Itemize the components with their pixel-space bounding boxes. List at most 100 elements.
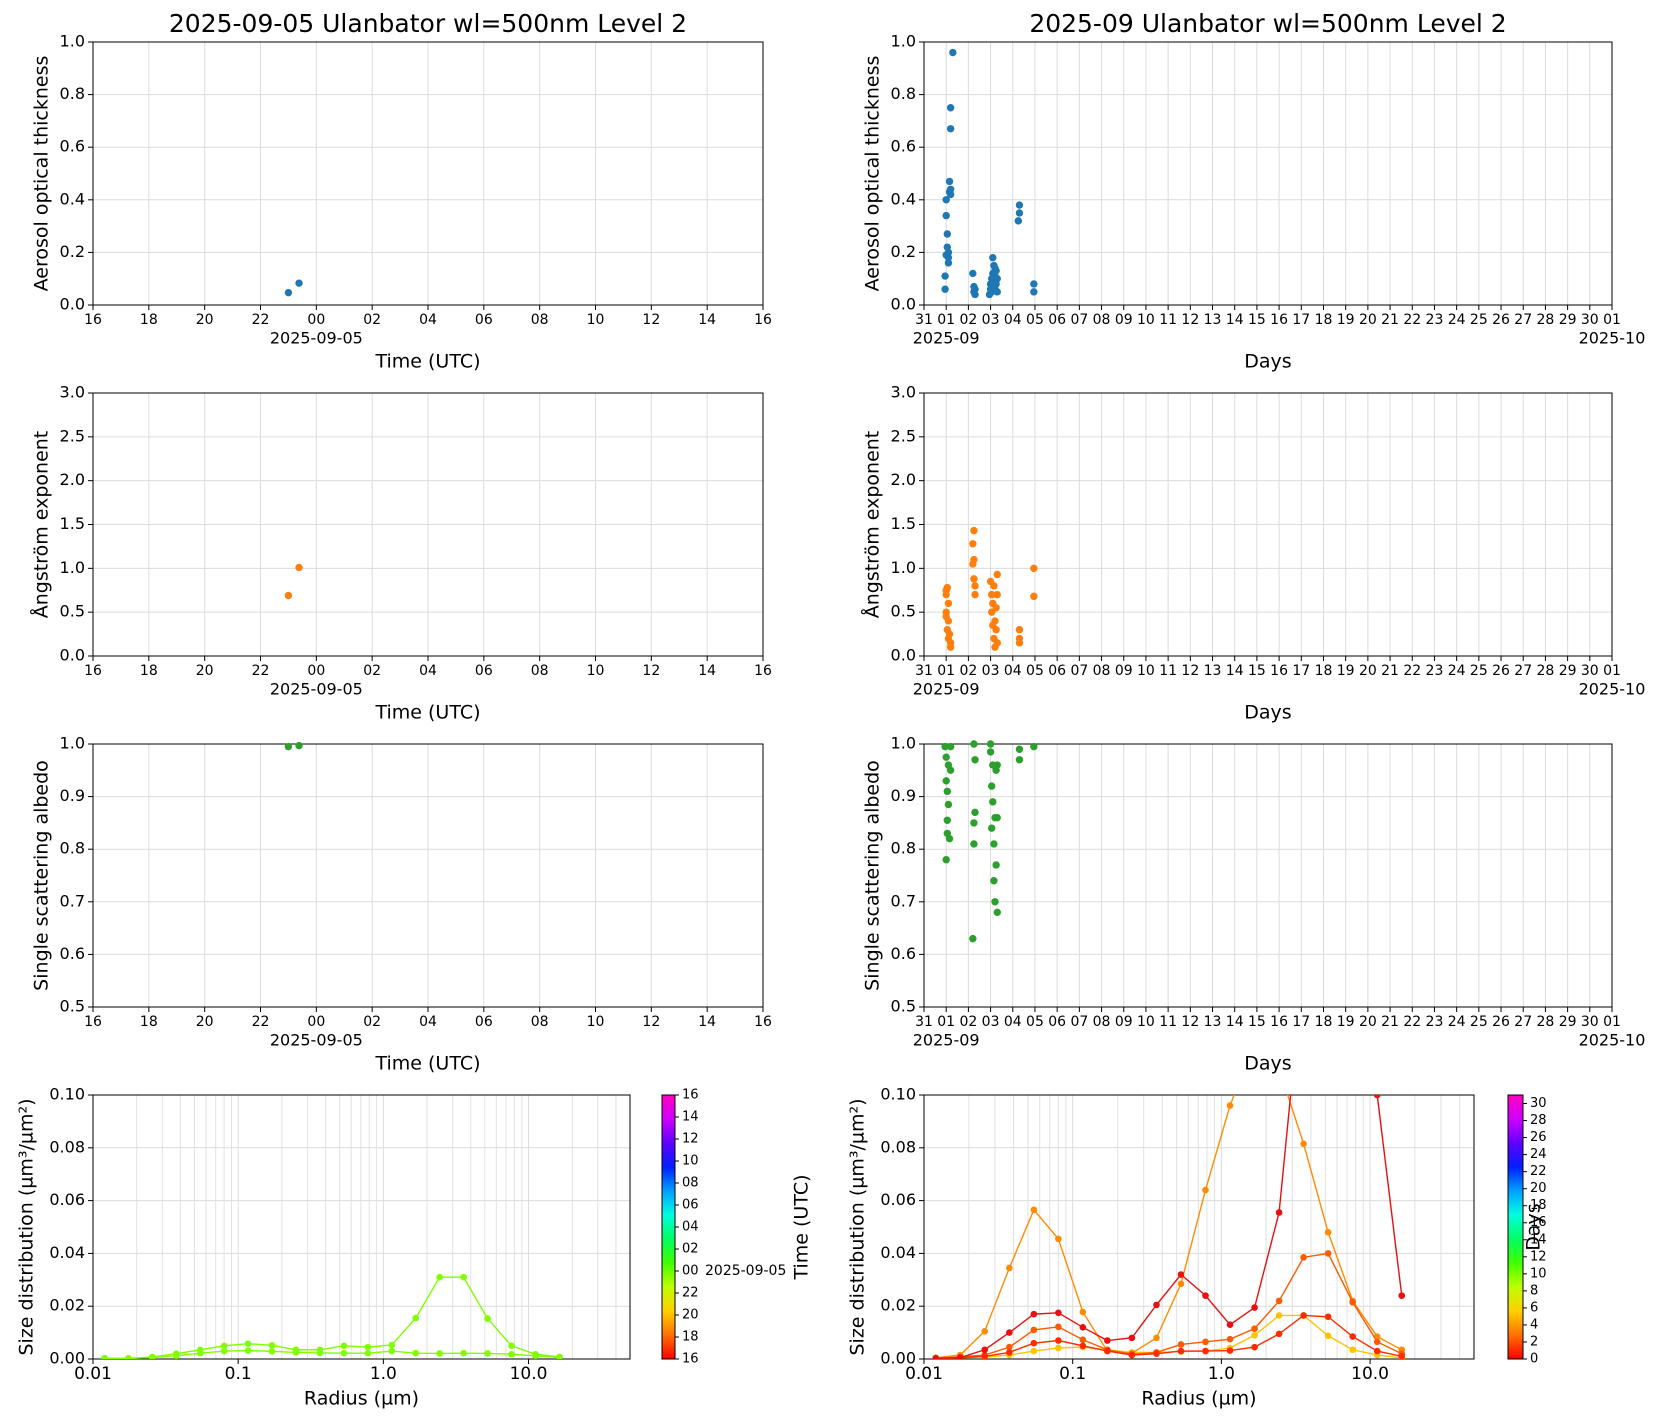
x-tick-label: 09 <box>1115 312 1133 328</box>
x-tick-label: 13 <box>1204 1014 1222 1030</box>
line-marker <box>1251 1325 1258 1332</box>
scatter-point <box>990 582 998 590</box>
y-tick-label: 0.8 <box>891 839 916 858</box>
x-tick-label: 14 <box>698 312 716 328</box>
x-tick-label: 01 <box>1603 312 1621 328</box>
scatter-point <box>1015 201 1024 209</box>
x-tick-label: 00 <box>307 663 325 679</box>
scatter-point <box>1015 639 1024 647</box>
line-marker <box>364 1349 372 1357</box>
x-tick-label: 10 <box>1137 663 1155 679</box>
line-marker <box>1251 1039 1258 1046</box>
y-tick-label: 0.6 <box>60 137 85 156</box>
line-marker <box>1373 1095 1381 1099</box>
colorbar-tick-label: 12 <box>1530 1249 1547 1264</box>
x-tick-label: 02 <box>363 1014 381 1030</box>
y-tick-label: 0.4 <box>891 189 916 208</box>
scatter-point <box>295 279 303 287</box>
x-tick-label: 20 <box>196 312 214 328</box>
line-marker <box>364 1343 372 1351</box>
y-tick-label: 0.04 <box>880 1243 916 1262</box>
y-tick-label: 1.5 <box>891 514 916 533</box>
line-marker <box>1349 1346 1356 1354</box>
chart-title: 2025-09-05 Ulanbator wl=500nm Level 2 <box>169 9 687 38</box>
line-marker <box>1349 881 1356 888</box>
x-tick-label: 20 <box>1359 663 1377 679</box>
line-marker <box>1055 1344 1062 1352</box>
line-marker <box>1030 1347 1038 1355</box>
line-marker <box>268 1348 276 1355</box>
line-marker <box>1030 1206 1038 1214</box>
scatter-point <box>990 877 998 885</box>
x-tick-label: 10 <box>587 663 605 679</box>
y-tick-label: 0.8 <box>60 84 85 103</box>
scatter-point <box>987 590 996 599</box>
scatter-point <box>987 782 996 790</box>
x-tick-label: 06 <box>1048 312 1066 328</box>
x-tick-label: 28 <box>1537 1014 1555 1030</box>
colorbar-tick-label: 28 <box>1530 1113 1547 1128</box>
scatter-point <box>993 275 1001 283</box>
x-tick-label: 24 <box>1448 663 1466 679</box>
panel: 0.01 0.1 1.0 10.0 0.00 0.02 0.04 0.06 0.08 0.10 Ra… <box>847 881 1547 1410</box>
scatter-point <box>1015 756 1024 764</box>
axes-frame <box>923 743 1613 1008</box>
x-axis-label: Radius (µm) <box>1141 1388 1256 1410</box>
line-marker <box>1275 1209 1283 1216</box>
scatter-point <box>991 898 999 906</box>
x-tick-label: 04 <box>419 312 437 328</box>
colorbar-label: Days <box>1523 1203 1545 1250</box>
axes-frame <box>92 743 764 1008</box>
x-tick-label: 04 <box>1004 1014 1022 1030</box>
y-tick-label: 0.8 <box>60 839 85 858</box>
x-tick-label: 03 <box>982 663 1000 679</box>
x-tick-label: 1.0 <box>370 1364 397 1384</box>
line-marker <box>484 1350 491 1357</box>
x-tick-label: 10 <box>587 312 605 328</box>
y-tick-label: 1.5 <box>60 514 85 533</box>
line-marker <box>1324 1332 1332 1340</box>
y-tick-label: 0.08 <box>49 1137 85 1156</box>
scatter-point <box>971 808 979 817</box>
x-tick-label: 31 <box>915 312 933 328</box>
colorbar-tick-label: 12 <box>682 1132 699 1147</box>
x-tick-label: 11 <box>1159 312 1177 328</box>
line-marker <box>1251 1331 1258 1339</box>
scatter-point <box>943 583 952 592</box>
colorbar-tick-label: 08 <box>682 1176 699 1191</box>
line-group <box>101 1273 563 1359</box>
x-tick-label: 17 <box>1292 312 1310 328</box>
x-tick-label: 04 <box>419 1014 437 1030</box>
x-tick-label: 17 <box>1292 663 1310 679</box>
line-marker <box>388 1341 396 1349</box>
x-axis-label: Days <box>1244 351 1291 373</box>
scatter-point <box>946 190 955 199</box>
colorbar-tick-label: 22 <box>682 1286 699 1301</box>
y-tick-label: 0.8 <box>891 84 916 103</box>
x-tick-label: 12 <box>642 663 660 679</box>
line-marker <box>1324 1228 1332 1236</box>
chart-title: 2025-09 Ulanbator wl=500nm Level 2 <box>1029 9 1506 38</box>
scatter-point <box>1015 626 1024 634</box>
y-tick-label: 0.9 <box>891 786 916 805</box>
x-tick-label: 21 <box>1381 312 1399 328</box>
scatter-point <box>970 740 978 748</box>
x-tick-label: 05 <box>1026 312 1044 328</box>
scatter-point <box>944 599 953 608</box>
line-marker <box>1079 1308 1087 1316</box>
colorbar-tick-label: 0 <box>1530 1352 1538 1367</box>
line-marker <box>1177 1347 1185 1355</box>
y-tick-label: 0.5 <box>60 602 85 621</box>
scatter-point <box>941 742 949 751</box>
scatter-point <box>946 639 955 647</box>
x-tick-label: 01 <box>937 663 955 679</box>
line-marker <box>340 1349 348 1357</box>
line-group <box>932 881 1406 1359</box>
scatter-point <box>971 756 979 764</box>
line-marker <box>1349 1333 1356 1340</box>
line-marker <box>1275 1330 1283 1338</box>
panel: 31 01 02 03 04 05 06 07 08 09 10 11 12 13 14 15 16 17 18 19… <box>861 383 1646 724</box>
x-tick-label: 18 <box>140 312 158 328</box>
x-tick-label: 23 <box>1426 1014 1444 1030</box>
x-tick-label: 15 <box>1248 1014 1266 1030</box>
